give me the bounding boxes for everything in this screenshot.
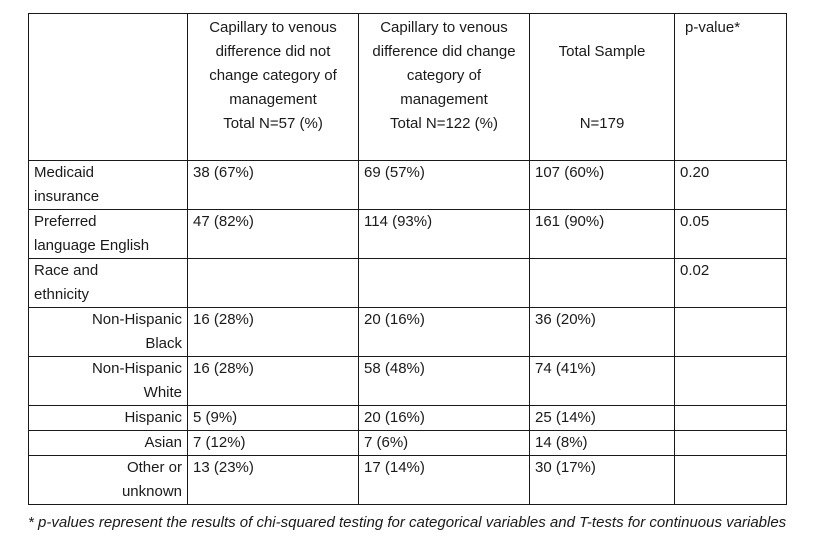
cell-p-value: 0.02 — [674, 258, 787, 308]
cell-total: 25 (14%) — [529, 405, 675, 431]
header-total-sample-label: Total Sample — [558, 43, 646, 60]
row-label: Hispanic — [28, 405, 188, 431]
cell-total: 14 (8%) — [529, 430, 675, 456]
cell-p-value — [674, 430, 787, 456]
cell-no-change: 13 (23%) — [187, 455, 359, 505]
cell-no-change: 16 (28%) — [187, 356, 359, 406]
header-total-sample-n: N=179 — [579, 115, 625, 132]
table-row: Other or unknown 13 (23%) 17 (14%) 30 (1… — [28, 455, 787, 505]
table-row: Non-Hispanic Black 16 (28%) 20 (16%) 36 … — [28, 307, 787, 357]
table-row: Medicaid insurance 38 (67%) 69 (57%) 107… — [28, 160, 787, 210]
row-label: Asian — [28, 430, 188, 456]
cell-total: 161 (90%) — [529, 209, 675, 259]
cell-did-change: 7 (6%) — [358, 430, 530, 456]
header-did-change: Capillary to venous difference did chang… — [358, 13, 530, 161]
cell-total: 74 (41%) — [529, 356, 675, 406]
table-row: Asian 7 (12%) 7 (6%) 14 (8%) — [28, 430, 787, 456]
cell-did-change: 58 (48%) — [358, 356, 530, 406]
cell-p-value — [674, 455, 787, 505]
header-label-cell — [28, 13, 188, 161]
document: Capillary to venous difference did not c… — [28, 13, 787, 535]
row-label: Medicaid insurance — [28, 160, 188, 210]
cell-no-change: 38 (67%) — [187, 160, 359, 210]
cell-did-change: 20 (16%) — [358, 405, 530, 431]
header-no-change: Capillary to venous difference did not c… — [187, 13, 359, 161]
cell-total: 36 (20%) — [529, 307, 675, 357]
cell-no-change: 47 (82%) — [187, 209, 359, 259]
cell-p-value — [674, 356, 787, 406]
demographics-table: Capillary to venous difference did not c… — [28, 13, 787, 505]
cell-did-change: 69 (57%) — [358, 160, 530, 210]
cell-no-change: 5 (9%) — [187, 405, 359, 431]
cell-no-change: 7 (12%) — [187, 430, 359, 456]
table-row: Preferred language English 47 (82%) 114 … — [28, 209, 787, 259]
cell-p-value: 0.05 — [674, 209, 787, 259]
table-row: Race and ethnicity 0.02 — [28, 258, 787, 308]
header-p-value: p-value* — [674, 13, 787, 161]
table-row: Non-Hispanic White 16 (28%) 58 (48%) 74 … — [28, 356, 787, 406]
cell-did-change: 114 (93%) — [358, 209, 530, 259]
cell-p-value — [674, 405, 787, 431]
cell-p-value: 0.20 — [674, 160, 787, 210]
header-row: Capillary to venous difference did not c… — [28, 13, 787, 161]
cell-did-change: 20 (16%) — [358, 307, 530, 357]
cell-no-change — [187, 258, 359, 308]
row-label: Non-Hispanic White — [28, 356, 188, 406]
cell-total: 30 (17%) — [529, 455, 675, 505]
table-row: Hispanic 5 (9%) 20 (16%) 25 (14%) — [28, 405, 787, 431]
row-label: Race and ethnicity — [28, 258, 188, 308]
cell-did-change — [358, 258, 530, 308]
row-label: Non-Hispanic Black — [28, 307, 188, 357]
cell-p-value — [674, 307, 787, 357]
cell-total: 107 (60%) — [529, 160, 675, 210]
cell-did-change: 17 (14%) — [358, 455, 530, 505]
table-footnote: * p-values represent the results of chi-… — [28, 514, 787, 531]
row-label: Preferred language English — [28, 209, 188, 259]
row-label: Other or unknown — [28, 455, 188, 505]
header-total-sample: Total Sample N=179 — [529, 13, 675, 161]
cell-total — [529, 258, 675, 308]
cell-no-change: 16 (28%) — [187, 307, 359, 357]
